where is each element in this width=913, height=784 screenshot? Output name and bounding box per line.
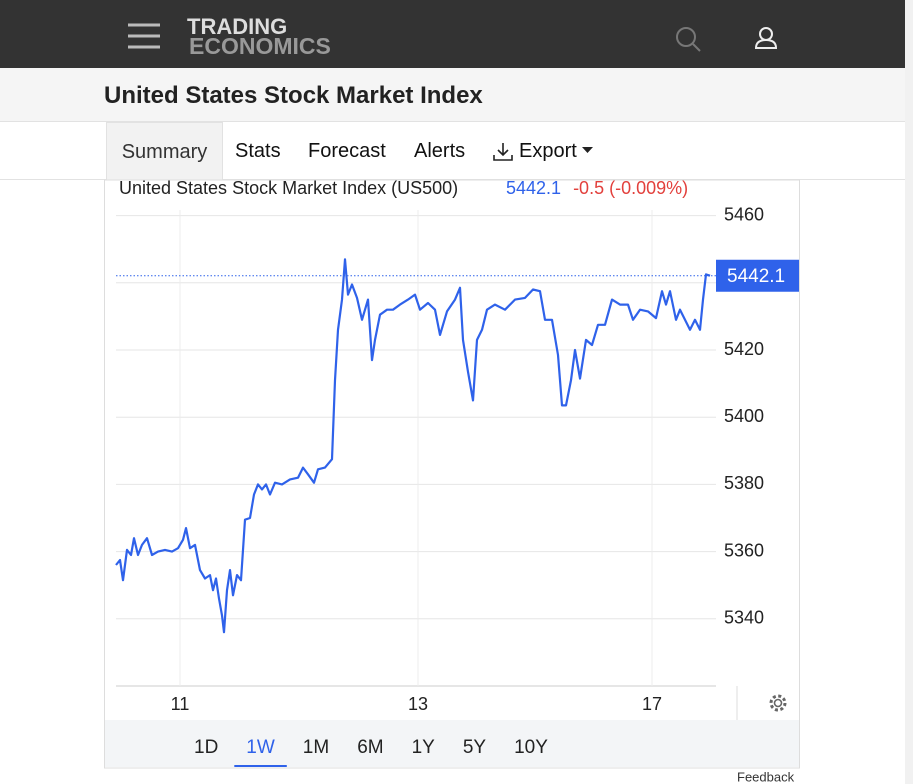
nav-bar: TRADING ECONOMICS	[0, 0, 905, 68]
range-button[interactable]: 1Y	[412, 737, 436, 758]
page-title: United States Stock Market Index	[104, 82, 483, 109]
tab[interactable]: Export	[519, 140, 577, 162]
price-line	[115, 258, 711, 634]
legend-name: United States Stock Market Index (US500)	[119, 178, 458, 198]
x-tick-label: 11	[171, 694, 190, 714]
tab[interactable]: Alerts	[414, 140, 466, 162]
range-button[interactable]: 1W	[246, 737, 275, 758]
range-button[interactable]: 5Y	[463, 737, 487, 758]
last-value-tag	[716, 259, 799, 292]
scrollbar[interactable]	[905, 0, 913, 784]
y-tick-label: 5420	[724, 339, 764, 359]
legend-change: -0.5	[573, 178, 604, 198]
download-icon	[493, 143, 513, 161]
settings-icon[interactable]	[769, 694, 787, 712]
y-tick-label: 5460	[724, 204, 764, 224]
range-button[interactable]: 1M	[303, 737, 329, 758]
tab[interactable]: Forecast	[308, 140, 386, 162]
y-tick-label: 5380	[724, 473, 764, 493]
menu-icon[interactable]	[128, 23, 160, 49]
range-bar	[105, 720, 799, 767]
x-tick-label: 17	[642, 694, 662, 714]
legend-value: 5442.1	[506, 178, 561, 198]
caret	[582, 147, 593, 153]
x-tick-label: 13	[408, 694, 428, 714]
title-bar: United States Stock Market Index	[0, 68, 905, 122]
search-icon[interactable]	[676, 27, 701, 52]
y-tick-label: 5400	[724, 406, 764, 426]
last-value-label: 5442.1	[727, 266, 785, 287]
range-button[interactable]: 10Y	[514, 737, 548, 758]
y-tick-label: 5360	[724, 540, 764, 560]
y-tick-label: 5340	[724, 608, 764, 628]
chart-frame	[104, 179, 800, 769]
legend-change-pct: (-0.009%)	[609, 178, 688, 198]
feedback[interactable]: Feedback	[737, 769, 795, 784]
logo[interactable]: TRADING	[187, 14, 287, 39]
tab[interactable]: Summary	[106, 122, 223, 180]
range-button[interactable]: 6M	[357, 737, 383, 758]
user-icon[interactable]	[754, 27, 778, 49]
tab[interactable]: Stats	[235, 140, 281, 162]
nav-icons: TRADING ECONOMICS	[128, 14, 778, 59]
logo[interactable]: ECONOMICS	[189, 33, 331, 59]
range-button[interactable]: 1D	[194, 737, 218, 758]
